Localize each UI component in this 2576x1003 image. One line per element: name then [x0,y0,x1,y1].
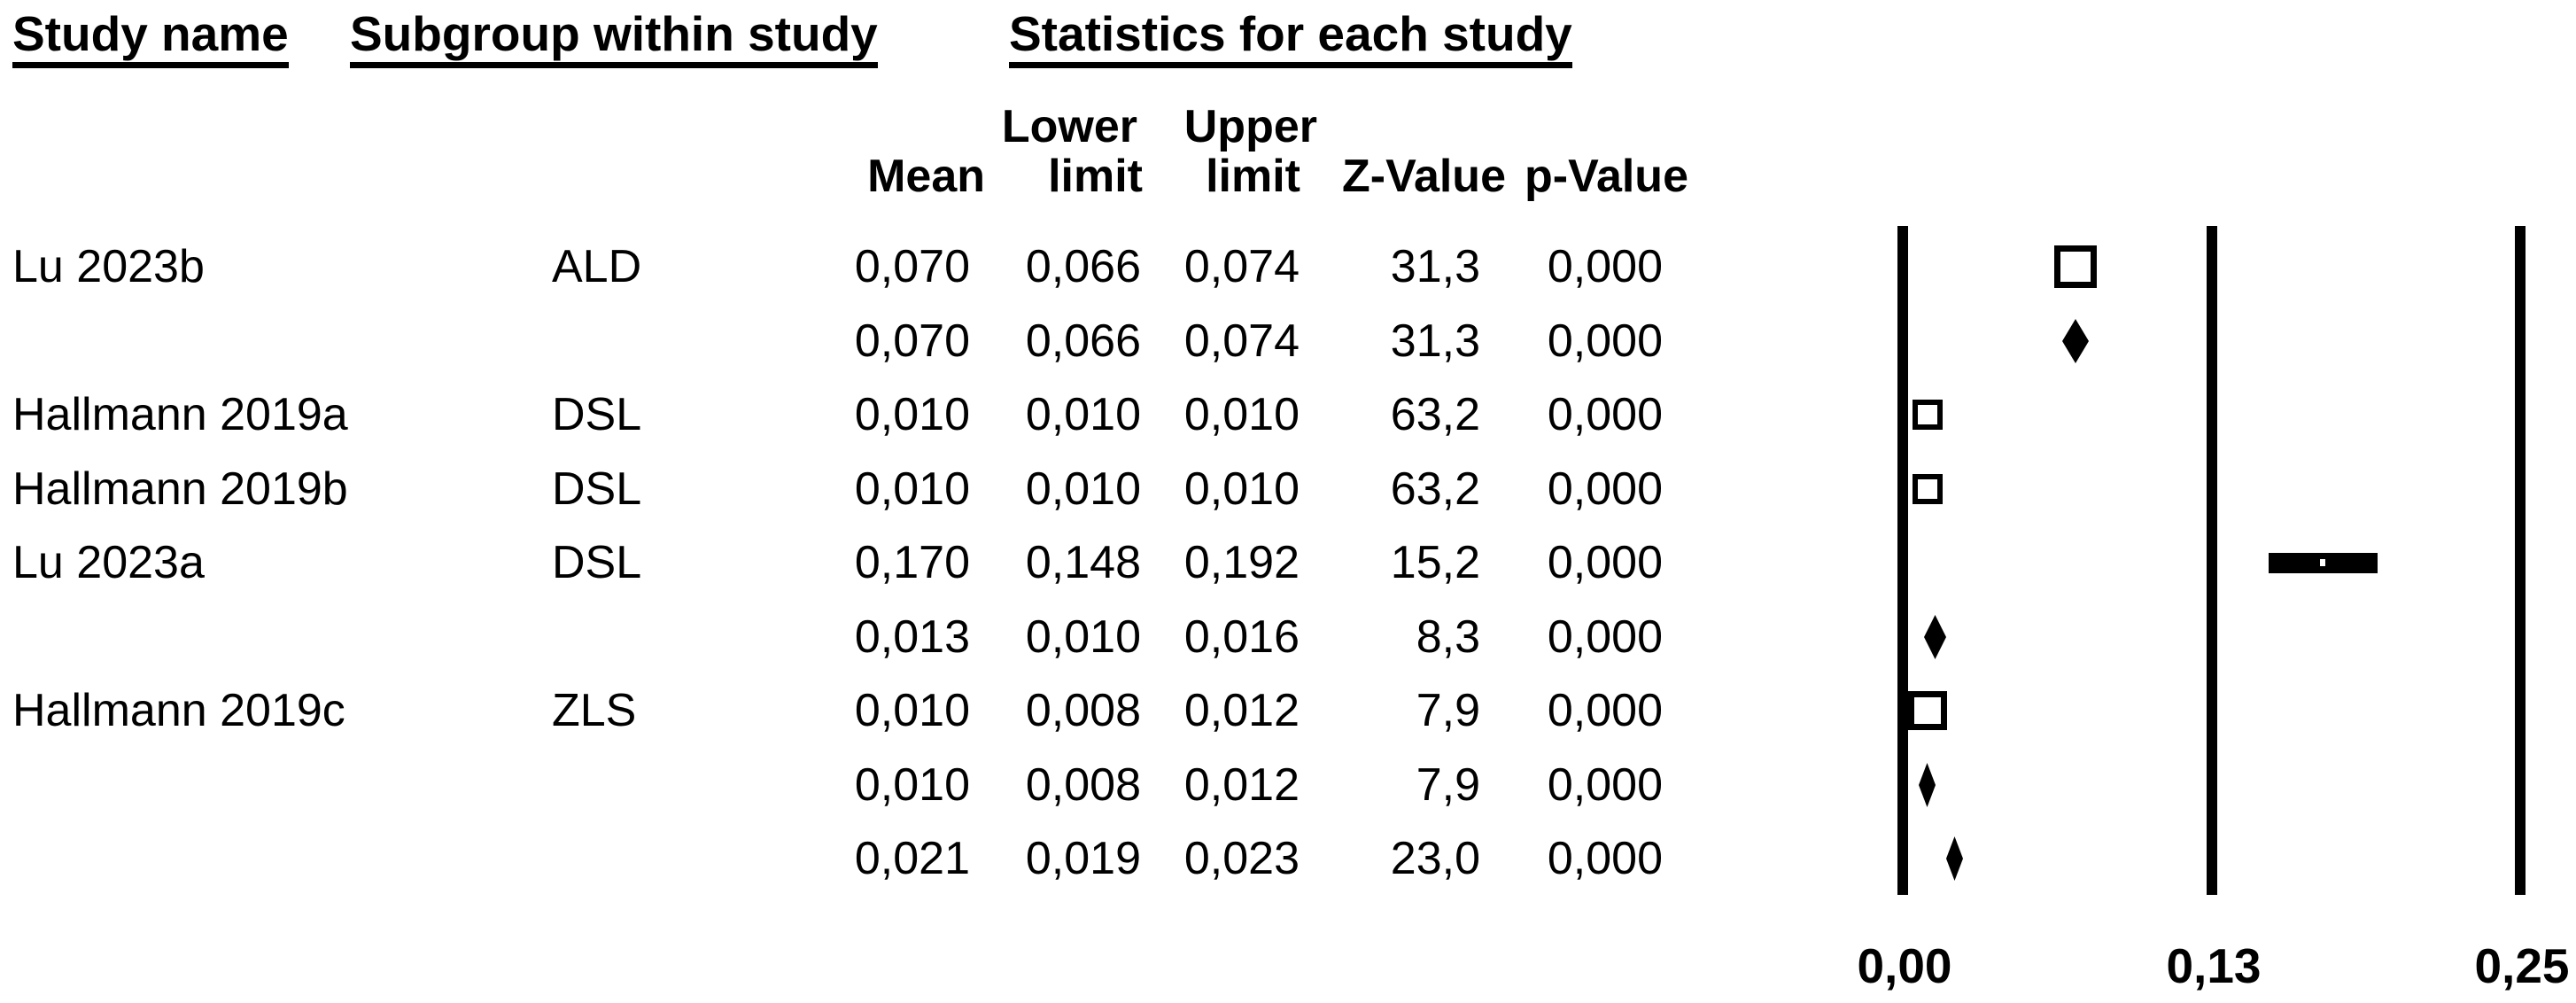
lower-cell: 0,008 [1025,759,1141,811]
z-value-cell: 7,9 [1416,759,1480,811]
header-subgroup: Subgroup within study [350,9,878,68]
mean-cell: 0,021 [854,833,970,884]
upper-cell: 0,192 [1183,537,1300,588]
study-name-cell: Hallmann 2019a [12,389,348,440]
z-value-cell: 31,3 [1390,315,1480,367]
header-lower: Lower [1001,101,1137,152]
header-study-name: Study name [12,9,289,68]
axis-gridline [2515,226,2526,895]
p-value-cell: 0,000 [1547,685,1663,736]
p-value-cell: 0,000 [1547,833,1663,884]
subgroup-cell: DSL [552,389,642,440]
forest-marker-diamond [1924,615,1946,659]
p-value-cell: 0,000 [1547,611,1663,663]
z-value-cell: 31,3 [1390,241,1480,292]
upper-cell: 0,016 [1183,611,1300,663]
axis-gridline [1897,226,1908,895]
lower-cell: 0,066 [1025,315,1141,367]
study-name-cell: Lu 2023a [12,537,205,588]
z-value-cell: 15,2 [1390,537,1480,588]
p-value-cell: 0,000 [1547,241,1663,292]
forest-marker-square [1913,400,1943,430]
subgroup-cell: DSL [552,463,642,515]
p-value-cell: 0,000 [1547,759,1663,811]
mean-cell: 0,010 [854,389,970,440]
forest-marker-diamond [2062,319,2089,363]
header-mean: Mean [867,151,985,202]
subgroup-cell: ZLS [552,685,637,736]
header-upper: Upper [1183,101,1317,152]
forest-marker-diamond [1919,763,1936,807]
p-value-cell: 0,000 [1547,537,1663,588]
mean-cell: 0,010 [854,463,970,515]
header-upper-limit: limit [1206,151,1300,202]
forest-marker-diamond [1946,836,1963,881]
forest-marker-square [1908,691,1947,730]
lower-cell: 0,019 [1025,833,1141,884]
axis-tick-label: 0,13 [2166,938,2262,993]
lower-cell: 0,066 [1025,241,1141,292]
upper-cell: 0,074 [1183,315,1300,367]
mean-cell: 0,070 [854,241,970,292]
axis-gridline [2207,226,2217,895]
header-z-value: Z-Value [1342,151,1506,202]
axis-tick-label: 0,25 [2474,938,2570,993]
upper-cell: 0,010 [1183,463,1300,515]
upper-cell: 0,074 [1183,241,1300,292]
study-name-cell: Hallmann 2019b [12,463,348,515]
lower-cell: 0,010 [1025,611,1141,663]
subgroup-cell: DSL [552,537,642,588]
lower-cell: 0,010 [1025,389,1141,440]
study-name-cell: Lu 2023b [12,241,205,292]
study-name-cell: Hallmann 2019c [12,685,345,736]
z-value-cell: 7,9 [1416,685,1480,736]
p-value-cell: 0,000 [1547,315,1663,367]
axis-tick-label: 0,00 [1857,938,1952,993]
lower-cell: 0,148 [1025,537,1141,588]
mean-cell: 0,170 [854,537,970,588]
mean-cell: 0,013 [854,611,970,663]
forest-marker-square [2054,245,2097,288]
z-value-cell: 63,2 [1390,389,1480,440]
forest-marker-square [1913,474,1943,504]
upper-cell: 0,012 [1183,759,1300,811]
mean-cell: 0,010 [854,685,970,736]
forest-marker-mean-tick [2320,559,2325,566]
p-value-cell: 0,000 [1547,389,1663,440]
lower-cell: 0,010 [1025,463,1141,515]
header-statistics: Statistics for each study [1009,9,1572,68]
upper-cell: 0,010 [1183,389,1300,440]
upper-cell: 0,023 [1183,833,1300,884]
header-lower-limit: limit [1048,151,1143,202]
z-value-cell: 23,0 [1390,833,1480,884]
subgroup-cell: ALD [552,241,642,292]
mean-cell: 0,070 [854,315,970,367]
lower-cell: 0,008 [1025,685,1141,736]
header-p-value: p-Value [1525,151,1688,202]
z-value-cell: 8,3 [1416,611,1480,663]
mean-cell: 0,010 [854,759,970,811]
upper-cell: 0,012 [1183,685,1300,736]
p-value-cell: 0,000 [1547,463,1663,515]
z-value-cell: 63,2 [1390,463,1480,515]
